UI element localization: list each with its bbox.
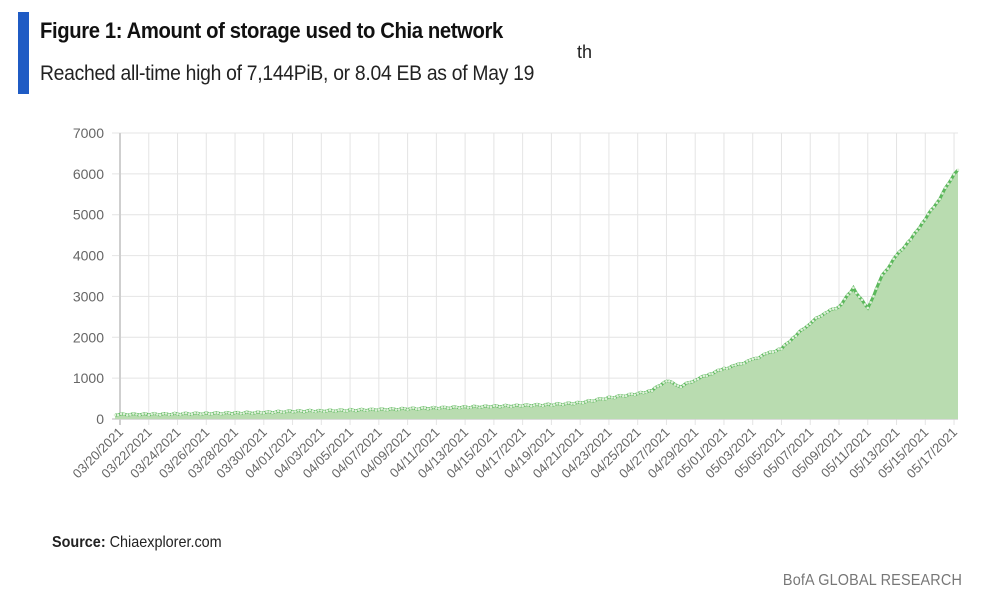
source-value: Chiaexplorer.com — [109, 534, 222, 551]
svg-text:6000: 6000 — [73, 166, 104, 182]
accent-bar — [18, 12, 29, 94]
svg-text:3000: 3000 — [73, 288, 104, 304]
svg-text:5000: 5000 — [73, 207, 104, 223]
svg-text:1000: 1000 — [73, 370, 104, 386]
source-label: Source: — [52, 534, 106, 551]
figure-subtitle: Reached all-time high of 7,144PiB, or 8.… — [40, 62, 535, 85]
svg-text:0: 0 — [96, 411, 104, 427]
data-area — [115, 169, 958, 419]
x-axis: 03/20/202103/22/202103/24/202103/26/2021… — [69, 425, 960, 482]
data-points — [113, 168, 960, 417]
subtitle-superscript: th — [577, 42, 593, 62]
figure-title: Figure 1: Amount of storage used to Chia… — [40, 18, 503, 43]
y-axis: 0 1000 2000 3000 4000 5000 6000 7000 — [73, 125, 104, 427]
svg-text:4000: 4000 — [73, 248, 104, 264]
svg-text:2000: 2000 — [73, 329, 104, 345]
source-note: Source: Chiaexplorer.com — [52, 534, 222, 552]
brand-label: BofA GLOBAL RESEARCH — [782, 572, 962, 589]
svg-text:7000: 7000 — [73, 125, 104, 141]
